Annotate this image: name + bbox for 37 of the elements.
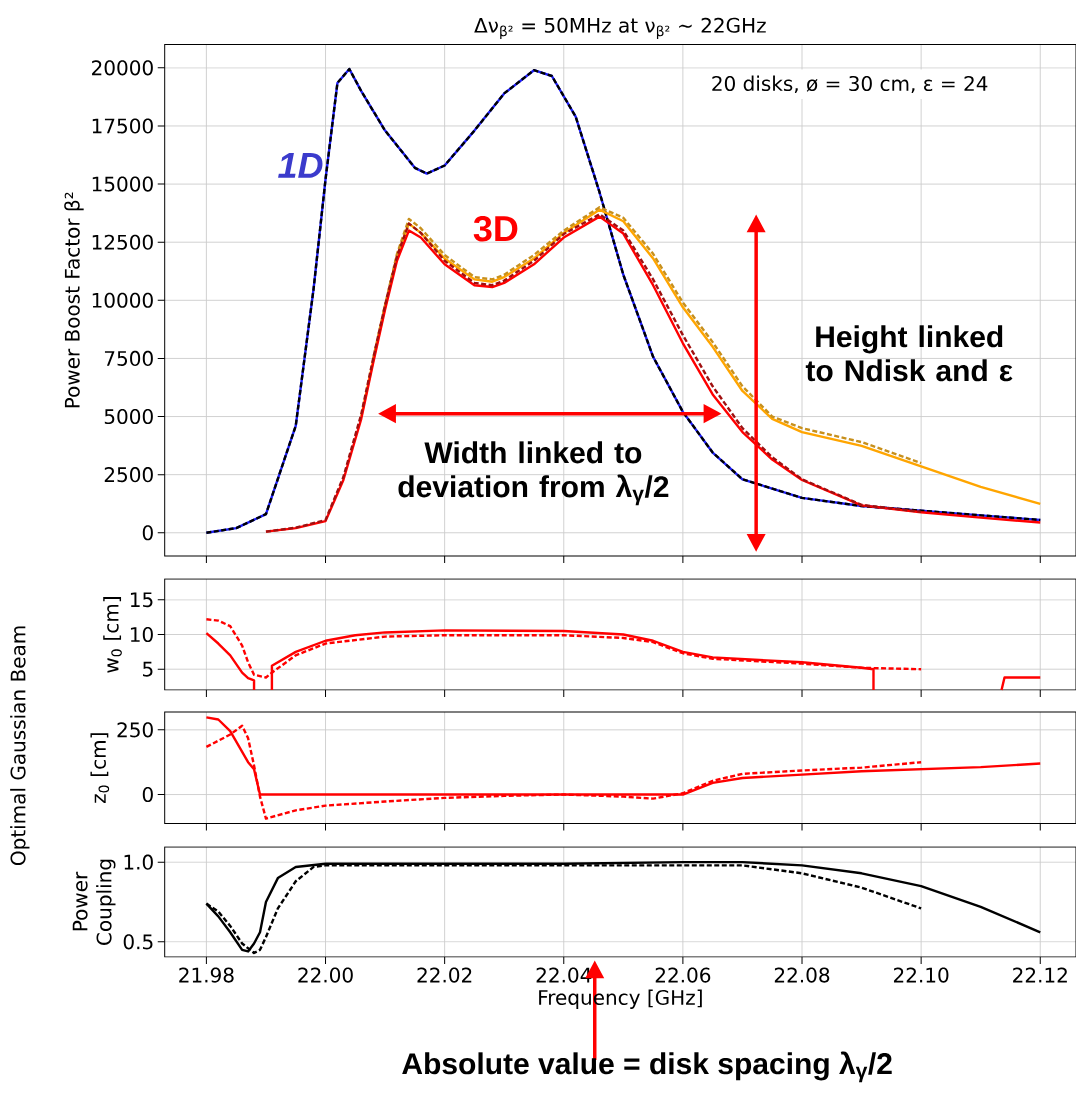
y-axis-title: Power Boost Factor β² <box>64 192 84 408</box>
y-tick-label: 17500 <box>92 118 153 134</box>
text: Optimal Gaussian Beam <box>10 626 30 866</box>
annotation: 20 disks, ø = 30 cm, ε = 24 <box>712 75 988 94</box>
y-tick-label: 5 <box>143 661 153 677</box>
line-series <box>205 67 1042 534</box>
x-tick-label: 22.06 <box>655 967 711 983</box>
annotation: 3D <box>473 215 518 242</box>
y-tick-label: 15 <box>130 592 153 608</box>
annotation: Width linked to deviation from λ$_{γ}$/2 <box>398 441 669 506</box>
y-tick-label: 5000 <box>104 408 153 425</box>
y-tick-label: 2500 <box>104 467 153 483</box>
y-tick-label: 10 <box>130 626 153 643</box>
x-tick-label: 21.98 <box>179 967 234 983</box>
x-tick-label: 22.02 <box>417 967 472 983</box>
y-tick-label: 20000 <box>92 60 153 76</box>
y-tick-label: 250 <box>117 722 153 738</box>
annotation: Height linked to Ndisk and ε <box>805 325 1013 382</box>
text: Absolute value = disk spacing λ$_{γ}$/2 <box>402 1051 892 1083</box>
y-tick-label: 7500 <box>104 350 153 366</box>
y-axis-title: w$_{0}$ [cm] <box>103 597 122 673</box>
y-tick-label: 1.0 <box>124 854 153 870</box>
x-tick-label: 22.10 <box>893 967 949 983</box>
y-tick-label: 10000 <box>92 292 153 308</box>
y-axis-title: z$_{0}$ [cm] <box>90 733 110 804</box>
x-tick-label: 22.12 <box>1013 967 1067 983</box>
y-tick-label: 12500 <box>92 234 153 250</box>
x-tick-label: 22.04 <box>536 967 592 983</box>
y-tick-label: 15000 <box>92 176 153 192</box>
y-tick-label: 0.5 <box>123 934 153 950</box>
annotation: 1D <box>278 153 323 178</box>
chart-title: Δν$_{β²}$ = 50MHz at ν$_{β²}$ ∼ 22GHz <box>474 17 766 40</box>
y-tick-label: 0 <box>142 525 153 541</box>
x-tick-label: 22.00 <box>298 967 353 983</box>
y-tick-label: 0 <box>142 786 153 803</box>
y-axis-title: Power Coupling <box>72 859 116 945</box>
x-tick-label: 22.08 <box>774 967 830 983</box>
